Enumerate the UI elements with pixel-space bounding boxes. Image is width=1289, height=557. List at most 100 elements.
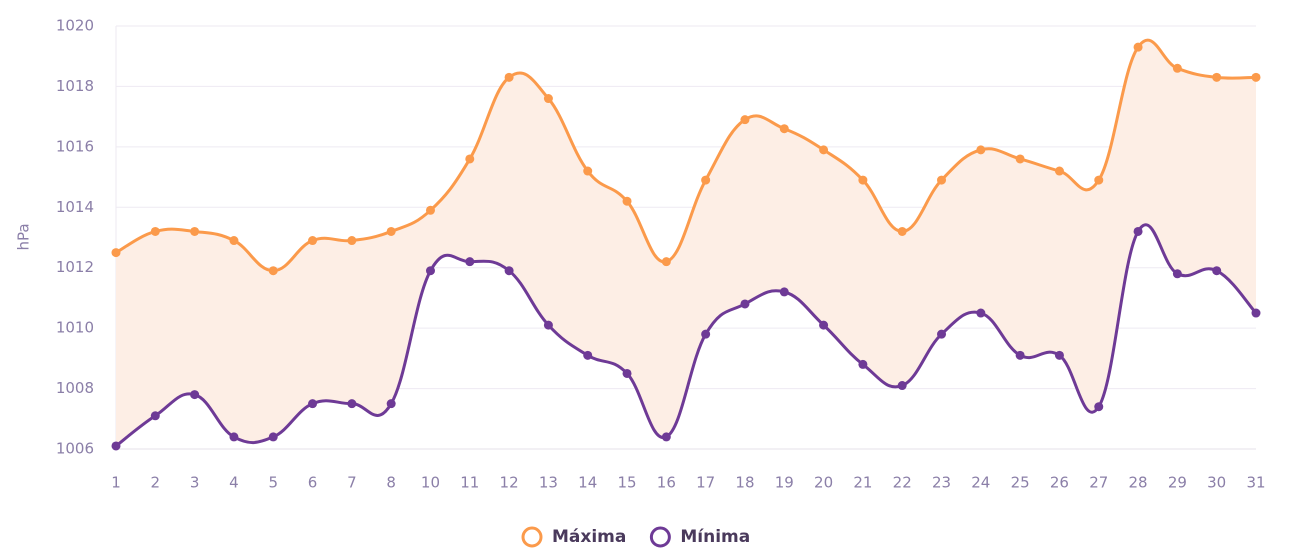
x-tick-label: 23 bbox=[932, 474, 951, 492]
x-tick-label: 20 bbox=[814, 474, 833, 492]
x-tick-label: 16 bbox=[657, 474, 676, 492]
data-point bbox=[1054, 350, 1064, 360]
x-tick-label: 31 bbox=[1246, 474, 1265, 492]
data-point bbox=[622, 368, 632, 378]
x-tick-label: 2 bbox=[151, 474, 161, 492]
data-point bbox=[465, 154, 475, 164]
data-point bbox=[1251, 72, 1261, 82]
y-tick-label: 1006 bbox=[56, 440, 94, 458]
data-point bbox=[425, 266, 435, 276]
x-tick-label: 24 bbox=[971, 474, 990, 492]
x-tick-label: 29 bbox=[1168, 474, 1187, 492]
data-point bbox=[622, 196, 632, 206]
data-point bbox=[1133, 226, 1143, 236]
data-point bbox=[386, 226, 396, 236]
data-point bbox=[268, 266, 278, 276]
data-point bbox=[897, 381, 907, 391]
data-point bbox=[1015, 154, 1025, 164]
x-tick-label: 18 bbox=[735, 474, 754, 492]
x-tick-label: 14 bbox=[578, 474, 597, 492]
x-tick-label: 6 bbox=[308, 474, 318, 492]
x-tick-label: 15 bbox=[617, 474, 636, 492]
x-tick-label: 1 bbox=[111, 474, 121, 492]
y-tick-label: 1012 bbox=[56, 258, 94, 276]
legend-swatch bbox=[649, 526, 671, 548]
x-tick-label: 17 bbox=[696, 474, 715, 492]
x-tick-label: 10 bbox=[421, 474, 440, 492]
data-point bbox=[504, 72, 514, 82]
data-point bbox=[190, 226, 200, 236]
x-tick-label: 22 bbox=[893, 474, 912, 492]
data-point bbox=[150, 226, 160, 236]
data-point bbox=[229, 236, 239, 246]
data-point bbox=[937, 175, 947, 185]
x-tick-label: 26 bbox=[1050, 474, 1069, 492]
data-point bbox=[425, 205, 435, 215]
x-tick-label: 8 bbox=[386, 474, 396, 492]
data-point bbox=[937, 329, 947, 339]
x-tick-label: 25 bbox=[1011, 474, 1030, 492]
y-tick-label: 1008 bbox=[56, 379, 94, 397]
data-point bbox=[661, 432, 671, 442]
data-point bbox=[740, 115, 750, 125]
data-point bbox=[779, 287, 789, 297]
data-point bbox=[347, 399, 357, 409]
data-point bbox=[543, 320, 553, 330]
y-tick-label: 1014 bbox=[56, 198, 94, 216]
data-point bbox=[1172, 269, 1182, 279]
x-tick-label: 19 bbox=[775, 474, 794, 492]
data-point bbox=[150, 411, 160, 421]
x-tick-label: 7 bbox=[347, 474, 357, 492]
data-point bbox=[701, 175, 711, 185]
legend-swatch bbox=[521, 526, 543, 548]
legend-label: Máxima bbox=[552, 527, 626, 547]
data-point bbox=[897, 226, 907, 236]
x-tick-label: 11 bbox=[460, 474, 479, 492]
data-point bbox=[543, 94, 553, 104]
data-point bbox=[1212, 72, 1222, 82]
x-tick-label: 21 bbox=[853, 474, 872, 492]
data-point bbox=[308, 236, 318, 246]
y-tick-label: 1020 bbox=[56, 17, 94, 35]
data-point bbox=[465, 257, 475, 267]
data-point bbox=[504, 266, 514, 276]
x-tick-label: 27 bbox=[1089, 474, 1108, 492]
data-point bbox=[386, 399, 396, 409]
data-point bbox=[583, 166, 593, 176]
data-point bbox=[308, 399, 318, 409]
x-tick-label: 13 bbox=[539, 474, 558, 492]
data-point bbox=[701, 329, 711, 339]
x-tick-label: 12 bbox=[500, 474, 519, 492]
data-point bbox=[779, 124, 789, 134]
data-point bbox=[976, 308, 986, 318]
y-tick-label: 1018 bbox=[56, 77, 94, 95]
data-point bbox=[858, 175, 868, 185]
data-point bbox=[347, 236, 357, 246]
x-tick-label: 28 bbox=[1129, 474, 1148, 492]
x-tick-label: 30 bbox=[1207, 474, 1226, 492]
data-point bbox=[858, 359, 868, 369]
data-point bbox=[740, 299, 750, 309]
legend-label: Mínima bbox=[680, 527, 750, 547]
data-point bbox=[819, 145, 829, 155]
data-point bbox=[1054, 166, 1064, 176]
data-point bbox=[819, 320, 829, 330]
series-line bbox=[115, 223, 1258, 448]
range-fill bbox=[116, 40, 1256, 446]
data-point bbox=[1133, 42, 1143, 52]
x-tick-label: 3 bbox=[190, 474, 200, 492]
x-tick-label: 4 bbox=[229, 474, 239, 492]
data-point bbox=[229, 432, 239, 442]
data-point bbox=[1212, 266, 1222, 276]
data-point bbox=[111, 441, 121, 451]
x-tick-label: 5 bbox=[268, 474, 278, 492]
data-point bbox=[268, 432, 278, 442]
data-point bbox=[190, 390, 200, 400]
data-point bbox=[1094, 402, 1104, 412]
data-point bbox=[661, 257, 671, 267]
y-tick-label: 1016 bbox=[56, 137, 94, 155]
data-point bbox=[1015, 350, 1025, 360]
y-tick-label: 1010 bbox=[56, 319, 94, 337]
data-point bbox=[1094, 175, 1104, 185]
